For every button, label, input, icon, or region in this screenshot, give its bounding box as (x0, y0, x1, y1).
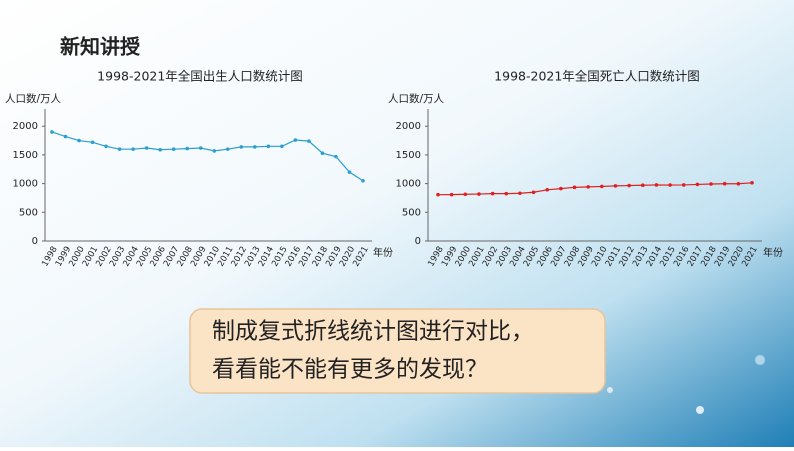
point (640, 183, 645, 188)
point (280, 144, 284, 149)
point (239, 145, 244, 149)
point (600, 184, 604, 189)
y-tick-label: 1500 (396, 150, 421, 161)
y-tick-label: 0 (32, 236, 38, 247)
point (347, 170, 352, 174)
y-tick-label: 2000 (13, 121, 38, 132)
line (51, 131, 364, 182)
point (158, 147, 162, 152)
point (212, 149, 217, 153)
y-axis-title: 人口数/万人 (388, 92, 445, 105)
point (307, 139, 311, 143)
sparkle (696, 406, 704, 414)
point (654, 183, 659, 187)
point (185, 146, 190, 151)
point (198, 146, 203, 150)
point (709, 182, 713, 186)
point (681, 183, 686, 187)
point (361, 178, 365, 183)
chart-title: 1998-2021年全国出生人口数统计图 (97, 69, 303, 84)
point (50, 130, 54, 134)
point (77, 138, 81, 143)
y-axis-title: 人口数/万人 (5, 92, 62, 105)
point (722, 181, 727, 186)
sparkle (607, 387, 613, 393)
point (668, 183, 672, 187)
point (293, 138, 298, 142)
point (559, 186, 563, 191)
point (613, 184, 618, 188)
line (437, 182, 753, 196)
point (225, 147, 230, 151)
point (104, 144, 108, 149)
y-tick-label: 1000 (396, 179, 421, 190)
heading: 新知讲授 (60, 35, 141, 59)
y-tick-label: 1500 (13, 150, 38, 161)
point (627, 183, 631, 188)
point (266, 144, 271, 149)
point (504, 191, 509, 196)
point (131, 147, 135, 151)
point (477, 192, 481, 196)
x-axis-title: 年份 (373, 246, 393, 259)
point (695, 182, 700, 187)
y-tick-label: 2000 (396, 121, 421, 132)
point (545, 188, 550, 192)
y-tick-label: 0 (415, 236, 421, 247)
point (449, 192, 454, 197)
point (171, 147, 176, 151)
point (63, 134, 68, 139)
point (736, 181, 741, 186)
callout-line: 制成复式折线统计图进行对比， (212, 319, 534, 345)
point (144, 146, 149, 150)
point (572, 185, 577, 190)
callout-box (189, 308, 606, 394)
y-tick-label: 500 (402, 207, 421, 218)
callout-line: 看看能不能有更多的发现？ (212, 357, 488, 383)
y-tick-label: 1000 (13, 179, 38, 190)
point (334, 154, 338, 159)
point (320, 151, 325, 155)
point (253, 145, 257, 149)
point (518, 191, 522, 196)
point (750, 181, 754, 185)
chart-title: 1998-2021年全国死亡人口数统计图 (494, 69, 700, 84)
point (531, 190, 536, 195)
point (586, 185, 590, 189)
point (117, 147, 122, 151)
point (463, 192, 468, 197)
sparkle (755, 355, 765, 365)
point (490, 191, 495, 196)
y-tick-label: 500 (19, 207, 38, 218)
point (90, 140, 95, 145)
point (436, 192, 440, 197)
x-axis-title: 年份 (763, 246, 783, 259)
